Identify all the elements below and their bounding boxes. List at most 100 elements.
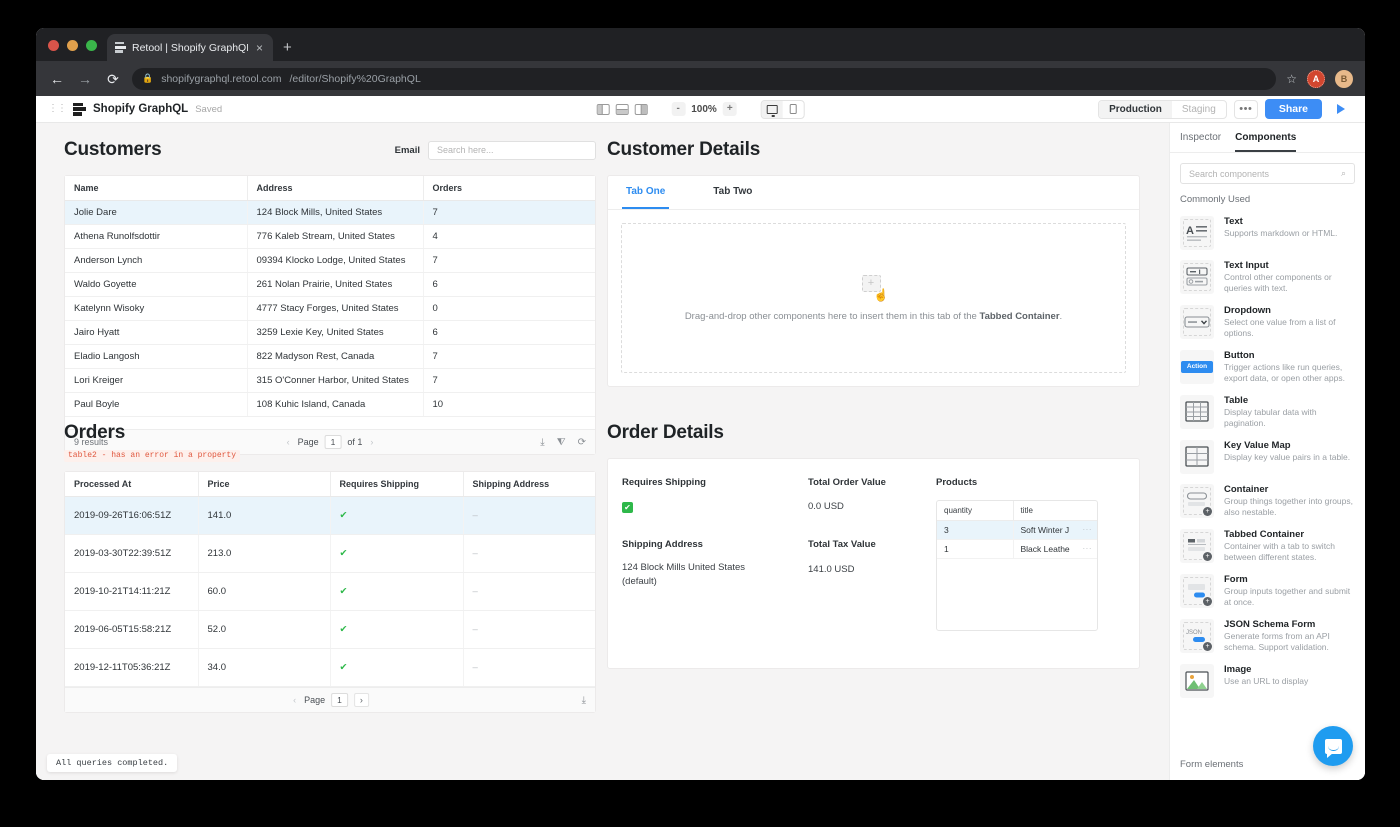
table-row[interactable]: 3 Soft Winter J ···	[937, 520, 1097, 540]
component-search-input[interactable]: Search components ⌕	[1180, 163, 1355, 184]
orders-col-price[interactable]: Price	[198, 472, 331, 497]
component-item-table[interactable]: Table Display tabular data with paginati…	[1170, 390, 1365, 435]
orders-col-shipping-address[interactable]: Shipping Address	[463, 472, 595, 497]
tab-components[interactable]: Components	[1235, 132, 1297, 152]
prev-page-button[interactable]: ‹	[293, 695, 297, 705]
products-table[interactable]: quantity title 3 Soft Winter J ···	[937, 501, 1097, 559]
intercom-chat-button[interactable]	[1313, 726, 1353, 766]
row-overflow-icon[interactable]: ···	[1082, 544, 1092, 553]
retool-logo-icon[interactable]	[73, 103, 86, 116]
share-button[interactable]: Share	[1264, 99, 1322, 119]
env-production-button[interactable]: Production	[1099, 100, 1172, 118]
tab-one[interactable]: Tab One	[622, 176, 670, 209]
table-row[interactable]: Waldo Goyette 261 Nolan Prairie, United S…	[65, 272, 595, 297]
row-overflow-icon[interactable]: ···	[1082, 525, 1092, 534]
component-item-json-schema-form[interactable]: JSON + JSON Schema Form Generate forms f…	[1170, 614, 1365, 659]
component-item-key-value-map[interactable]: Key Value Map Display key value pairs in…	[1170, 435, 1365, 479]
table-row[interactable]: Athena Runolfsdottir 776 Kaleb Stream, Un…	[65, 224, 595, 249]
app-canvas[interactable]: Customers Email Search here...	[36, 123, 1169, 780]
customers-col-orders[interactable]: Orders	[423, 176, 595, 201]
right-panel-tabs: Inspector Components	[1170, 123, 1365, 153]
products-col-quantity[interactable]: quantity	[937, 501, 1014, 521]
component-item-button[interactable]: Action Button Trigger actions like run q…	[1170, 345, 1365, 390]
table-row[interactable]: 2019-03-30T22:39:51Z 213.0 ✔ –	[65, 534, 595, 573]
next-page-button[interactable]: ›	[353, 693, 369, 707]
refresh-icon[interactable]: ⟳	[577, 436, 586, 448]
customers-search-input[interactable]: Search here...	[428, 140, 596, 160]
browser-window: Retool | Shopify GraphQL × + ← → ⟳ 🔒 sho…	[36, 28, 1365, 780]
zoom-control[interactable]: - 100% +	[671, 102, 737, 116]
desktop-preview-button[interactable]	[761, 100, 783, 118]
table-row[interactable]: 2019-10-21T14:11:21Z 60.0 ✔ –	[65, 572, 595, 611]
table-row[interactable]: 1 Black Leathe ···	[937, 539, 1097, 559]
table-row[interactable]: 2019-06-05T15:58:21Z 52.0 ✔ –	[65, 610, 595, 649]
zoom-in-button[interactable]: +	[722, 102, 737, 116]
env-staging-button[interactable]: Staging	[1181, 103, 1216, 115]
component-desc: Display tabular data with pagination.	[1224, 406, 1317, 429]
tab-inspector[interactable]: Inspector	[1180, 132, 1222, 143]
products-col-title[interactable]: title	[1013, 501, 1097, 521]
mobile-preview-button[interactable]	[783, 101, 804, 118]
profile-avatar-one[interactable]: A	[1307, 69, 1325, 88]
component-item-image[interactable]: Image Use an URL to display	[1170, 659, 1365, 703]
customers-pagination[interactable]: ‹ Page 1 of 1 ›	[285, 435, 376, 449]
tab-dropzone[interactable]: + ☝ Drag-and-drop other components here …	[621, 223, 1126, 373]
orders-table[interactable]: Processed At Price Requires Shipping Shi…	[65, 472, 595, 687]
component-item-text[interactable]: A Text Supports markdown or HTML.	[1170, 211, 1365, 255]
table-row[interactable]: Lori Kreiger 315 O'Conner Harbor, United …	[65, 368, 595, 393]
forward-icon[interactable]: →	[78, 70, 92, 87]
orders-pagination[interactable]: ‹ Page 1 ›	[291, 693, 369, 707]
minimize-window-button[interactable]	[67, 40, 78, 51]
environment-toggle[interactable]: Production Staging	[1098, 99, 1227, 119]
window-traffic-lights[interactable]	[46, 40, 107, 61]
back-icon[interactable]: ←	[50, 70, 64, 87]
tab-two[interactable]: Tab Two	[713, 186, 753, 197]
json-schema-form-icon: JSON +	[1180, 618, 1214, 653]
zoom-out-button[interactable]: -	[671, 102, 686, 116]
download-icon[interactable]: ⤓	[540, 436, 545, 448]
prev-page-button[interactable]: ‹	[286, 437, 290, 447]
component-item-tabbed-container[interactable]: + Tabbed Container Container with a tab …	[1170, 524, 1365, 569]
toggle-bottom-panel-icon[interactable]	[615, 103, 629, 115]
panel-toggle-group[interactable]	[596, 103, 648, 115]
page-number-input[interactable]: 1	[331, 693, 348, 707]
close-window-button[interactable]	[48, 40, 59, 51]
customers-table[interactable]: Name Address Orders Jolie Dare 124 Block …	[65, 176, 595, 417]
table-row[interactable]: Anderson Lynch 09394 Klocko Lodge, United…	[65, 248, 595, 273]
browser-tab[interactable]: Retool | Shopify GraphQL ×	[107, 34, 273, 61]
component-item-text-input[interactable]: Text Input Control other components or q…	[1170, 255, 1365, 300]
download-icon[interactable]: ⤓	[581, 694, 586, 706]
component-list[interactable]: A Text Supports markdown or HTML.	[1170, 211, 1365, 751]
device-preview-group[interactable]	[760, 99, 805, 119]
component-item-container[interactable]: + Container Group things together into g…	[1170, 479, 1365, 524]
address-input[interactable]: 🔒 shopifygraphql.retool.com/editor/Shopi…	[132, 67, 1277, 90]
table-row[interactable]: Paul Boyle 108 Kuhic Island, Canada 10	[65, 392, 595, 417]
customers-col-name[interactable]: Name	[65, 176, 248, 201]
more-options-button[interactable]: •••	[1233, 99, 1258, 119]
table-row[interactable]: Eladio Langosh 822 Madyson Rest, Canada 7	[65, 344, 595, 369]
maximize-window-button[interactable]	[86, 40, 97, 51]
component-item-dropdown[interactable]: Dropdown Select one value from a list of…	[1170, 300, 1365, 345]
filter-icon[interactable]: ⧨	[556, 436, 566, 448]
customers-col-address[interactable]: Address	[247, 176, 424, 201]
page-number-input[interactable]: 1	[324, 435, 342, 449]
new-tab-button[interactable]: +	[283, 39, 292, 56]
toggle-right-panel-icon[interactable]	[634, 103, 648, 115]
orders-col-processed-at[interactable]: Processed At	[65, 472, 199, 497]
app-header: ⋮⋮ Shopify GraphQL Saved - 100% +	[36, 96, 1365, 123]
next-page-button[interactable]: ›	[370, 437, 374, 447]
preview-run-button[interactable]	[1329, 100, 1353, 119]
table-row[interactable]: 2019-09-26T16:06:51Z 141.0 ✔ –	[65, 496, 595, 535]
toggle-left-panel-icon[interactable]	[596, 103, 610, 115]
table-row[interactable]: Jairo Hyatt 3259 Lexie Key, United States…	[65, 320, 595, 345]
component-item-form[interactable]: + Form Group inputs together and submit …	[1170, 569, 1365, 614]
profile-avatar-two[interactable]: B	[1335, 69, 1353, 88]
reload-icon[interactable]: ⟳	[107, 70, 119, 87]
orders-col-requires-shipping[interactable]: Requires Shipping	[330, 472, 464, 497]
drag-handle-icon[interactable]: ⋮⋮	[48, 103, 67, 114]
bookmark-star-icon[interactable]: ☆	[1286, 71, 1297, 86]
table-row[interactable]: Jolie Dare 124 Block Mills, United States…	[65, 200, 595, 225]
close-icon[interactable]: ×	[255, 40, 263, 55]
table-row[interactable]: Katelynn Wisoky 4777 Stacy Forges, United…	[65, 296, 595, 321]
table-row[interactable]: 2019-12-11T05:36:21Z 34.0 ✔ –	[65, 648, 595, 687]
